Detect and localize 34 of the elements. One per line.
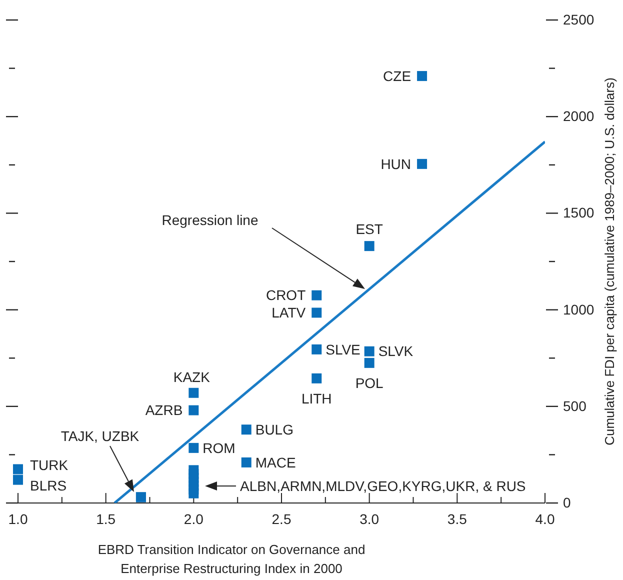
- x-tick-label: 2.0: [184, 511, 204, 528]
- annotation: TURK: [30, 457, 69, 474]
- annotation: TAJK, UZBK: [60, 428, 140, 444]
- x-tick-label: 1.0: [8, 511, 28, 528]
- annotation: LATV: [272, 304, 306, 321]
- annotation: Regression line: [162, 212, 258, 228]
- annotation: HUN: [380, 156, 412, 172]
- y-tick-label: 1000: [563, 301, 594, 318]
- annotation: LITH: [301, 390, 332, 406]
- annotation: SLVE: [326, 341, 360, 358]
- annotation: KAZK: [173, 368, 211, 385]
- x-tick-label: 4.0: [535, 511, 555, 528]
- x-tick-label: 3.0: [360, 511, 380, 528]
- y-tick-label: 0: [563, 494, 571, 510]
- x-tick-label: 1.5: [96, 511, 116, 528]
- annotation: BLRS: [30, 478, 67, 494]
- annotation: CZE: [383, 68, 412, 84]
- annotation: MACE: [255, 454, 296, 470]
- x-tick-label: 3.5: [447, 511, 468, 528]
- annotation: ROM: [202, 440, 236, 456]
- annotation: SLVK: [378, 343, 414, 360]
- y-tick-label: 2000: [563, 108, 594, 124]
- y-tick-label: 500: [563, 398, 587, 414]
- annotation: EST: [356, 220, 384, 237]
- x-tick-label: 2.5: [272, 511, 292, 528]
- x-axis-title: EBRD Transition Indicator on Governance and Enterprise Restructuring Index in 2000: [98, 542, 366, 576]
- annotation: ALBN,ARMN,MLDV,GEO,KYRG,UKR, & RUS: [240, 478, 526, 494]
- y-axis-title: Cumulative FDI per capita (cumulative 1989–2000; U.S. dollars): [602, 78, 617, 446]
- y-tick-label: 2500: [563, 11, 594, 28]
- y-tick-label: 1500: [563, 204, 594, 221]
- annotation: AZRB: [145, 402, 183, 418]
- annotation: CROT: [266, 287, 306, 304]
- annotation: BULG: [255, 421, 294, 438]
- annotation: POL: [355, 374, 384, 391]
